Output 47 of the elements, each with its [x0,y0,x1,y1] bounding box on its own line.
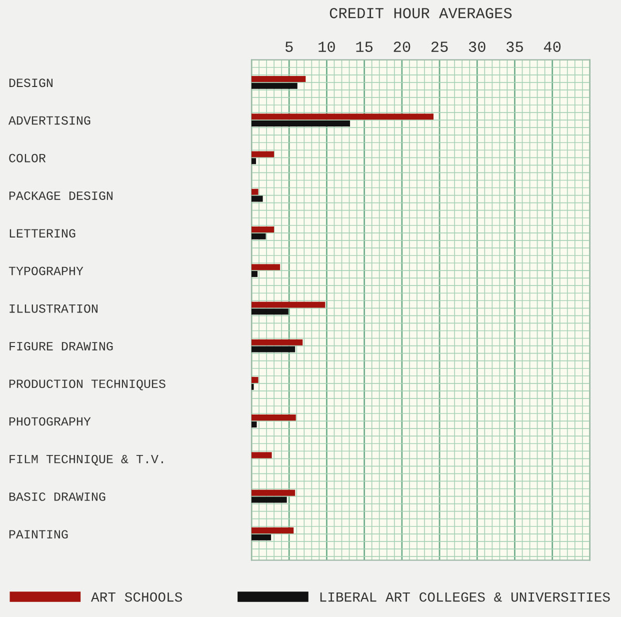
bar [252,120,350,127]
chart-title: CREDIT HOUR AVERAGES [330,8,512,18]
bar [252,82,298,89]
y-tick-label: LETTERING [10,229,76,238]
y-tick-label: BASIC DRAWING [9,492,106,501]
bar [252,421,257,428]
y-tick-label: PACKAGE DESIGN [9,191,112,200]
bar [252,496,287,503]
bar [252,233,266,240]
y-tick-label: PRODUCTION TECHNIQUES [9,380,166,390]
bar [252,534,272,540]
y-tick-label: PAINTING [9,530,68,539]
bar [252,452,272,458]
bar [252,302,326,308]
bar [252,346,296,352]
bar [252,527,294,534]
x-tick-label: 10 [318,42,335,52]
y-tick-label: ILLUSTRATION [10,304,98,313]
y-tick-label: TYPOGRAPHY [8,266,84,276]
bar [252,76,306,82]
x-tick-label: 35 [506,42,523,52]
x-tick-label: 25 [431,42,448,52]
y-tick-label: DESIGN [9,78,52,88]
bar [252,196,263,202]
legend-label: LIBERAL ART COLLEGES & UNIVERSITIES [320,592,610,602]
x-tick-label: 20 [394,42,410,52]
y-tick-label: PHOTOGRAPHY [9,417,91,426]
bar [252,414,296,421]
bar [252,339,303,346]
bar [252,226,274,232]
bar [252,151,274,158]
bar [252,376,258,383]
bar [252,264,280,270]
x-tick-label: 5 [285,42,293,52]
bar [252,270,258,278]
bar [252,188,258,195]
x-tick-label: 30 [468,42,486,52]
x-tick-label: 15 [356,42,373,52]
x-tick-label: 40 [544,42,561,52]
y-tick-label: ADVERTISING [8,116,90,125]
legend-label: ART SCHOOLS [91,592,182,602]
bar [252,308,288,315]
y-tick-label: COLOR [9,154,46,162]
bar [252,114,434,120]
y-tick-label: FIGURE DRAWING [10,342,113,350]
bar [252,490,296,496]
y-tick-label: FILM TECHNIQUE & T.V. [10,454,163,466]
